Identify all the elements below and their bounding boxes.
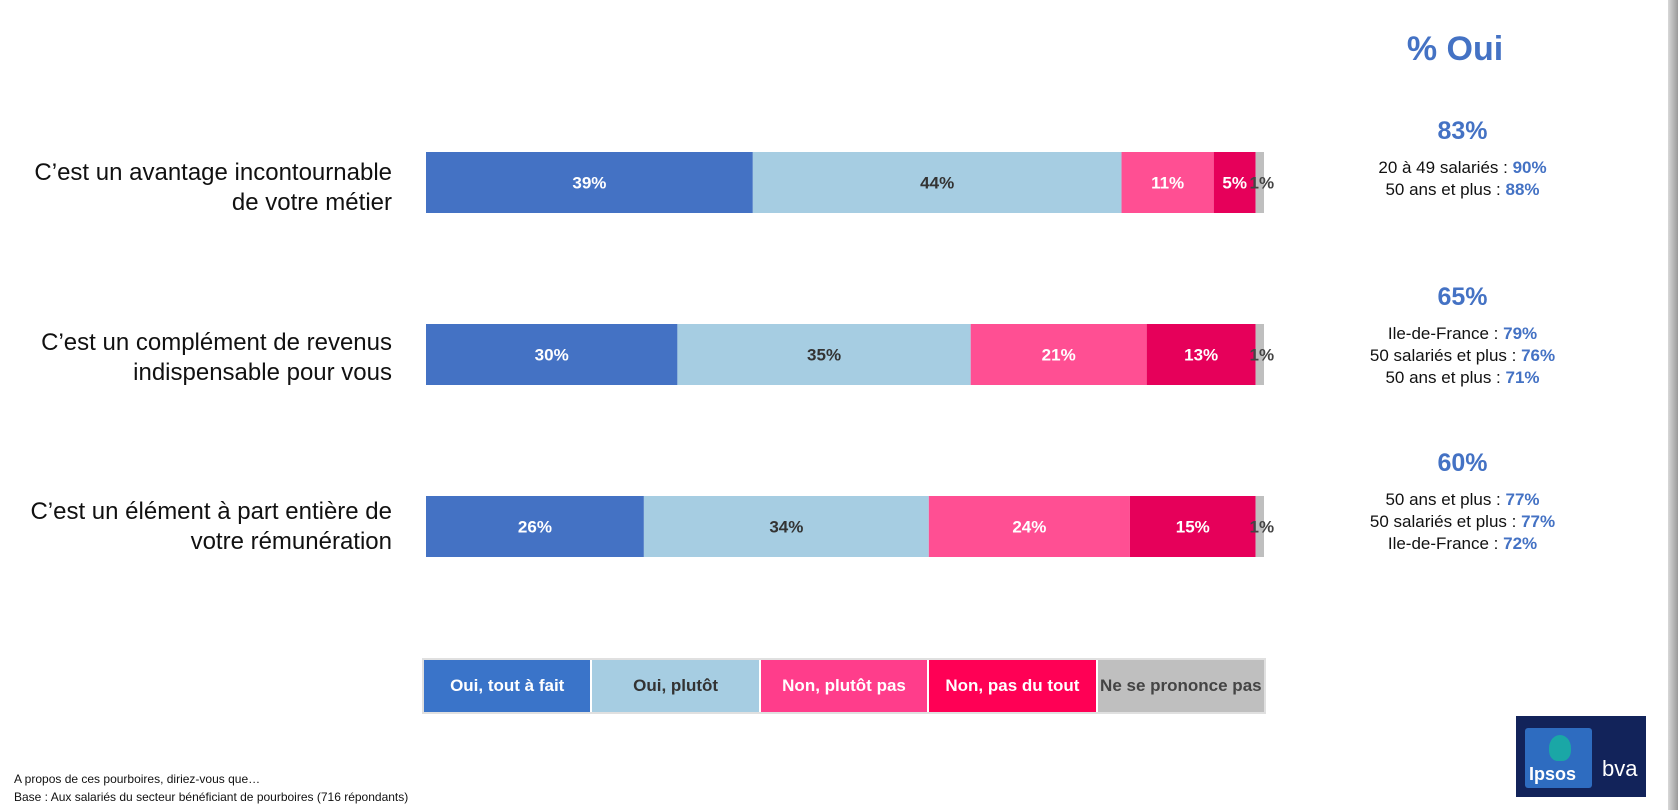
oui-block-1: 83% 20 à 49 salariés : 90% 50 ans et plu… [1330,115,1595,201]
bar-segment [426,496,644,557]
row-label-2-line2: indispensable pour vous [133,359,392,386]
oui-block-3: 60% 50 ans et plus : 77% 50 salariés et … [1330,447,1595,555]
bar-data-label: 30% [535,346,569,365]
oui-subgroup-line: Ile-de-France : 72% [1387,534,1538,553]
legend-item-oui-tout-a-fait: Oui, tout à fait [424,660,593,712]
oui-subgroup-line: 20 à 49 salariés : 90% [1378,158,1547,177]
bar-data-label: 35% [807,346,841,365]
pct-oui-title: % Oui [1406,30,1504,68]
row-label-1-line2: de votre métier [231,189,392,216]
footer-question: A propos de ces pourboires, diriez-vous … [14,772,261,786]
bar-segment [970,324,1147,385]
row-label-1-line1: C’est un avantage incontournable [34,159,392,186]
bar-data-label: 26% [518,518,552,537]
row-label-2-line1: C’est un complément de revenus [41,329,392,356]
bar-data-label: 1% [1250,174,1275,193]
bar-data-label: 1% [1250,346,1275,365]
bar-segment [1255,496,1264,557]
bar-segment [426,324,678,385]
oui-subgroup-line: 50 ans et plus : 77% [1385,490,1540,509]
bar-segment [1129,496,1256,557]
oui-subgroup-line: 50 ans et plus : 71% [1385,368,1540,387]
bar-segment [928,496,1130,557]
bar-data-label: 39% [572,174,606,193]
row-label-3-line1: C’est un élément à part entière de [30,498,392,525]
bar-segment [677,324,971,385]
legend-item-oui-plutot: Oui, plutôt [592,660,761,712]
bar-data-label: 34% [769,518,803,537]
bar-data-label: 24% [1012,518,1046,537]
ipsos-bva-logo: Ipsos bva [1516,716,1646,797]
logo-brand-ipsos: Ipsos [1529,764,1577,784]
bar-segment [643,496,929,557]
row-label-3: C’est un élément à part entière de votre… [10,497,392,557]
oui-total-2: 65% [1437,283,1488,311]
oui-subgroup-line: 50 salariés et plus : 77% [1369,512,1556,531]
row-label-1: C’est un avantage incontournable de votr… [10,158,392,218]
head-silhouette-icon [1549,735,1571,761]
oui-block-2: 65% Ile-de-France : 79% 50 salariés et p… [1330,281,1595,389]
oui-subgroup-line: 50 salariés et plus : 76% [1369,346,1556,365]
slide-edge-shadow [1668,0,1678,810]
bar-segment [1213,152,1256,213]
row-label-2: C’est un complément de revenus indispens… [10,328,392,388]
legend-item-non-plutot-pas: Non, plutôt pas [760,660,930,712]
oui-subgroup-line: Ile-de-France : 79% [1387,324,1538,343]
bar-segment [1121,152,1214,213]
logo-brand-bva: bva [1602,756,1638,781]
oui-total-1: 83% [1437,117,1488,145]
bar-segment [1146,324,1256,385]
oui-total-3: 60% [1437,449,1488,477]
oui-subgroup-line: 50 ans et plus : 88% [1385,180,1540,199]
bar-data-label: 44% [920,174,954,193]
chart-legend: Oui, tout à fait Oui, plutôt Non, plutôt… [422,658,1266,714]
bar-data-label: 21% [1042,346,1076,365]
bar-data-label: 1% [1250,518,1275,537]
bar-segment [1255,324,1264,385]
bar-data-label: 15% [1176,518,1210,537]
ipsos-logo-mark: Ipsos [1525,728,1592,788]
bar-segment [1255,152,1264,213]
bar-data-label: 13% [1184,346,1218,365]
row-label-3-line2: votre rémunération [190,528,392,555]
bar-segment [752,152,1122,213]
bar-segment [426,152,753,213]
legend-item-non-pas-du-tout: Non, pas du tout [929,660,1098,712]
bar-data-label: 5% [1222,174,1247,193]
legend-item-ne-se-prononce-pas: Ne se prononce pas [1097,660,1265,712]
bar-data-label: 11% [1151,174,1184,193]
footer-base: Base : Aux salariés du secteur bénéficia… [14,790,409,804]
